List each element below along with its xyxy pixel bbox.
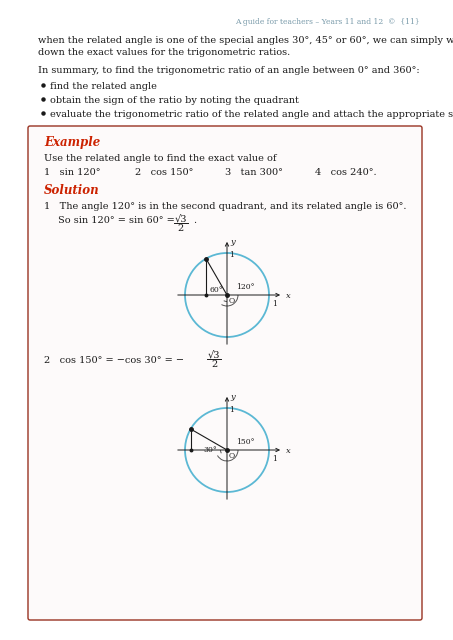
Text: 2: 2 — [211, 360, 217, 369]
Text: In summary, to find the trigonometric ratio of an angle between 0° and 360°:: In summary, to find the trigonometric ra… — [38, 66, 419, 75]
Text: 1: 1 — [229, 251, 234, 259]
Text: Example: Example — [44, 136, 100, 149]
Text: O: O — [229, 452, 235, 460]
Text: obtain the sign of the ratio by noting the quadrant: obtain the sign of the ratio by noting t… — [50, 96, 299, 105]
Text: x: x — [286, 292, 291, 300]
Text: x: x — [286, 447, 291, 455]
Text: down the exact values for the trigonometric ratios.: down the exact values for the trigonomet… — [38, 48, 290, 57]
Text: 60°: 60° — [209, 286, 222, 294]
Text: 1: 1 — [272, 300, 277, 308]
Text: y: y — [230, 393, 235, 401]
Text: Solution: Solution — [44, 184, 100, 197]
Text: 4   cos 240°.: 4 cos 240°. — [315, 168, 376, 177]
Text: Use the related angle to find the exact value of: Use the related angle to find the exact … — [44, 154, 276, 163]
Text: 30°: 30° — [203, 446, 217, 454]
Text: √3: √3 — [175, 215, 187, 224]
Text: .: . — [193, 216, 196, 225]
Text: evaluate the trigonometric ratio of the related angle and attach the appropriate: evaluate the trigonometric ratio of the … — [50, 110, 453, 119]
Text: 2   cos 150°: 2 cos 150° — [135, 168, 193, 177]
Text: 150°: 150° — [236, 438, 255, 446]
Text: 2   cos 150° = −cos 30° = −: 2 cos 150° = −cos 30° = − — [44, 356, 184, 365]
Text: find the related angle: find the related angle — [50, 82, 157, 91]
Text: A guide for teachers – Years 11 and 12  ©  {11}: A guide for teachers – Years 11 and 12 ©… — [236, 18, 420, 26]
Text: when the related angle is one of the special angles 30°, 45° or 60°, we can simp: when the related angle is one of the spe… — [38, 36, 453, 45]
Text: 120°: 120° — [236, 283, 255, 291]
Text: 1: 1 — [272, 455, 277, 463]
Text: 3   tan 300°: 3 tan 300° — [225, 168, 283, 177]
Text: y: y — [230, 238, 235, 246]
Text: So sin 120° = sin 60° =: So sin 120° = sin 60° = — [58, 216, 175, 225]
Text: 2: 2 — [178, 224, 184, 233]
Text: 1   The angle 120° is in the second quadrant, and its related angle is 60°.: 1 The angle 120° is in the second quadra… — [44, 202, 406, 211]
Text: O: O — [229, 297, 235, 305]
FancyBboxPatch shape — [28, 126, 422, 620]
Text: 1   sin 120°: 1 sin 120° — [44, 168, 101, 177]
Text: √3: √3 — [208, 351, 220, 360]
Text: 1: 1 — [229, 406, 234, 414]
